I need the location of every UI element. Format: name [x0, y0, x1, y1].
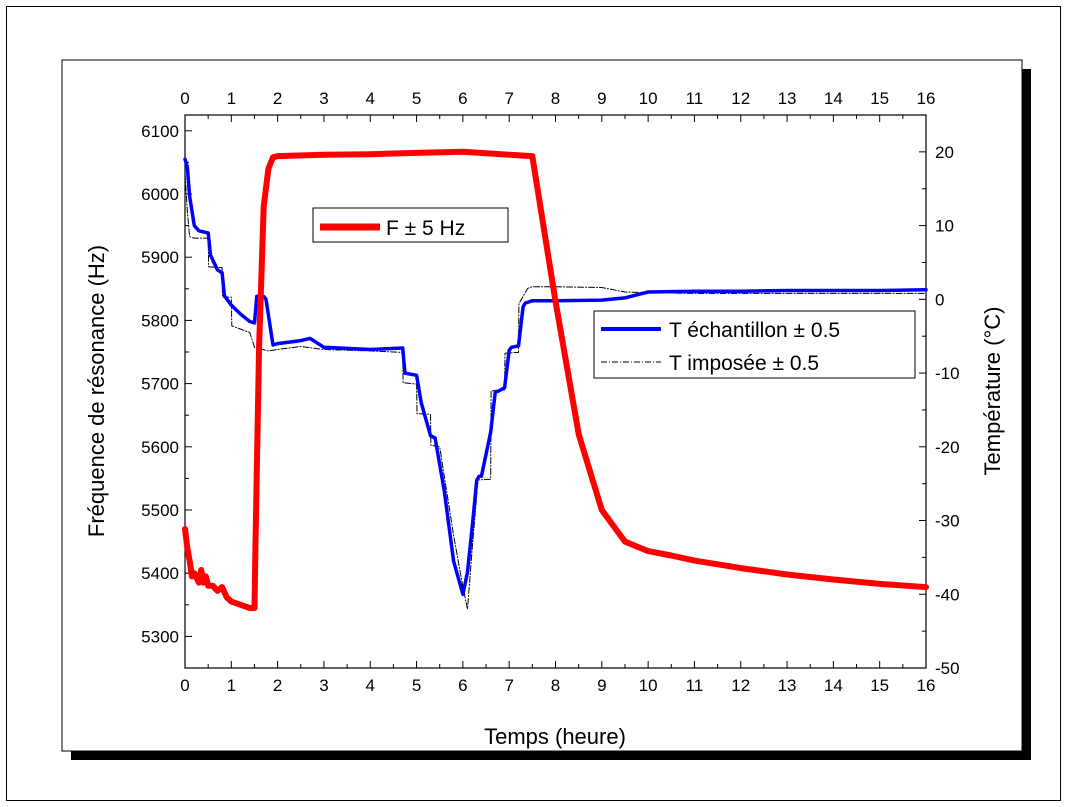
x-tick-label-bottom: 6	[458, 676, 467, 695]
x-tick-label-bottom: 4	[366, 676, 375, 695]
series-frequency-line	[182, 148, 929, 611]
x-tick-label-top: 11	[686, 89, 704, 108]
x-tick-label-bottom: 0	[180, 676, 189, 695]
x-tick-label-top: 6	[458, 89, 467, 108]
left-axis: 5300 5400 5500 5600 5700 5800 5900 6000 6100	[141, 122, 192, 669]
y-left-tick-label: 5400	[141, 564, 179, 583]
y-left-tick-label: 5300	[141, 627, 179, 646]
x-tick-label-bottom: 7	[504, 676, 513, 695]
y-left-tick-label: 6100	[141, 122, 179, 141]
y-left-tick-label: 5600	[141, 438, 179, 457]
x-tick-label-bottom: 10	[639, 676, 658, 695]
x-tick-label-bottom: 1	[227, 676, 236, 695]
x-tick-label-top: 9	[597, 89, 606, 108]
x-tick-label-top: 2	[273, 89, 282, 108]
x-axis-label: Temps (heure)	[484, 724, 626, 749]
x-tick-label-top: 4	[366, 89, 375, 108]
x-tick-label-bottom: 8	[551, 676, 560, 695]
y-right-tick-label: 0	[935, 290, 944, 309]
y-left-tick-label: 5700	[141, 375, 179, 394]
x-tick-label-top: 12	[731, 89, 750, 108]
series-sample-temperature-line	[183, 157, 928, 597]
x-tick-label-bottom: 16	[917, 676, 936, 695]
legend-temperature: T échantillon ± 0.5 T imposée ± 0.5	[593, 310, 916, 379]
x-tick-label-top: 10	[639, 89, 658, 108]
right-axis: -50 -40 -30 -20 -10 0 10 20	[919, 143, 960, 678]
legend-sample-label: T échantillon ± 0.5	[669, 319, 840, 342]
top-axis: 0 1 2 3 4 5 6 7 8 9 10 11 12 13 14 15 16	[180, 89, 935, 122]
x-tick-label-bottom: 9	[597, 676, 606, 695]
y-left-tick-label: 5800	[141, 311, 179, 330]
x-tick-label-bottom: 13	[778, 676, 797, 695]
series-layer	[182, 148, 929, 611]
y-left-tick-label: 5500	[141, 501, 179, 520]
x-tick-label-top: 1	[227, 89, 236, 108]
panel	[61, 59, 1023, 752]
y-right-tick-label: -50	[935, 659, 960, 678]
x-tick-label-top: 15	[870, 89, 889, 108]
y-right-tick-label: 20	[935, 143, 954, 162]
x-tick-label-bottom: 2	[273, 676, 282, 695]
x-tick-label-top: 8	[551, 89, 560, 108]
x-tick-label-bottom: 15	[870, 676, 889, 695]
x-tick-label-top: 13	[778, 89, 797, 108]
y-right-tick-label: -40	[935, 585, 960, 604]
y-right-tick-label: -10	[935, 364, 960, 383]
x-tick-label-bottom: 14	[824, 676, 843, 695]
right-axis-label: Température (°C)	[980, 307, 1005, 476]
y-right-tick-label: -30	[935, 512, 960, 531]
legend-imposed-label: T imposée ± 0.5	[669, 352, 819, 375]
x-tick-label-bottom: 5	[412, 676, 421, 695]
x-tick-label-bottom: 3	[319, 676, 328, 695]
x-tick-label-top: 0	[180, 89, 189, 108]
outer-frame	[6, 6, 1061, 801]
y-left-tick-label: 5900	[141, 248, 179, 267]
legend-frequency: F ± 5 Hz	[312, 207, 509, 243]
x-tick-label-bottom: 12	[731, 676, 750, 695]
x-tick-label-bottom: 11	[686, 676, 704, 695]
x-tick-label-top: 16	[917, 89, 936, 108]
y-right-tick-label: 10	[935, 217, 954, 236]
x-tick-label-top: 5	[412, 89, 421, 108]
y-right-tick-label: -20	[935, 438, 960, 457]
y-left-tick-label: 6000	[141, 185, 179, 204]
left-axis-label: Fréquence de résonance (Hz)	[84, 245, 109, 537]
x-tick-label-top: 14	[824, 89, 843, 108]
bottom-axis: 0 1 2 3 4 5 6 7 8 9 10 11 12 13 14 15 16	[180, 661, 935, 695]
legend-frequency-label: F ± 5 Hz	[386, 217, 465, 240]
x-tick-label-top: 3	[319, 89, 328, 108]
x-tick-label-top: 7	[504, 89, 513, 108]
legend-temperature-box	[593, 310, 916, 379]
series-imposed-temperature-line	[184, 173, 927, 610]
